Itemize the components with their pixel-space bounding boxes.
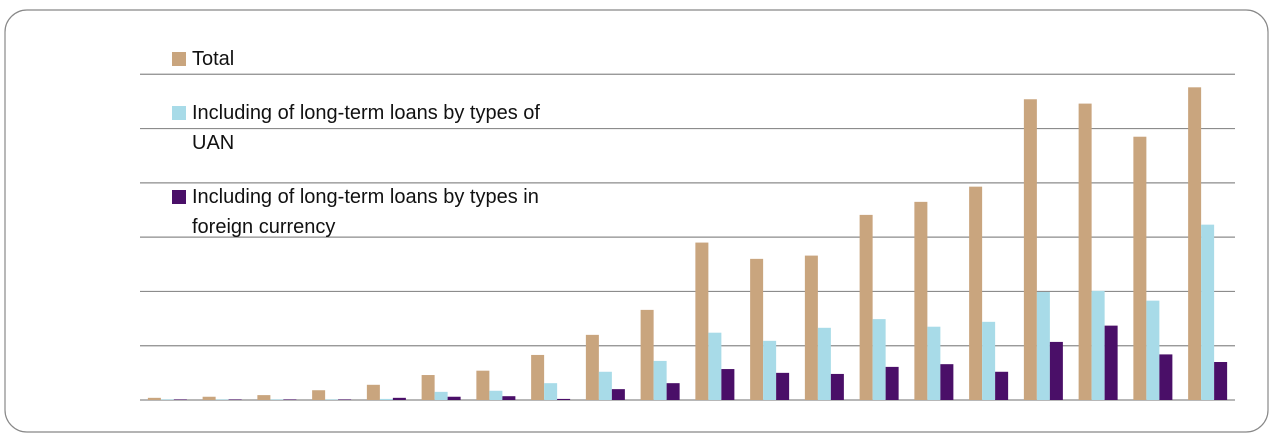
bar — [1104, 325, 1118, 400]
legend-label: Total — [192, 48, 235, 70]
bar — [995, 371, 1009, 400]
bar — [1159, 354, 1173, 400]
bar — [776, 372, 790, 400]
bar — [447, 396, 461, 400]
bar — [489, 390, 503, 400]
bar — [721, 369, 735, 400]
bar — [885, 366, 899, 400]
bar — [830, 373, 844, 400]
bar — [202, 396, 216, 400]
legend-label: Including of long-term loans by types of… — [192, 102, 540, 154]
bar — [325, 399, 339, 400]
bar — [1023, 99, 1037, 400]
bar — [502, 396, 516, 400]
bar — [598, 371, 612, 400]
bar — [708, 332, 722, 400]
bar — [476, 370, 490, 400]
bar — [872, 319, 886, 400]
bar — [640, 309, 654, 400]
bar — [366, 384, 380, 400]
bar — [1091, 290, 1105, 400]
bar — [312, 390, 326, 400]
legend: Total Including of long-term loans by typ… — [172, 44, 552, 266]
bar — [1078, 103, 1092, 400]
legend-swatch — [172, 52, 186, 66]
bar — [173, 399, 187, 400]
bar — [611, 389, 625, 400]
legend-entry: Including of long-term loans by types of… — [172, 98, 552, 158]
bar — [338, 399, 352, 400]
bar — [653, 360, 667, 400]
bar — [969, 186, 983, 400]
bar — [940, 364, 954, 400]
bar — [1201, 224, 1215, 400]
bar — [982, 321, 996, 400]
bar — [379, 398, 393, 400]
bar — [544, 383, 558, 400]
bar — [257, 395, 271, 400]
bar — [160, 399, 174, 400]
bar — [750, 258, 764, 400]
bar — [804, 255, 818, 400]
legend-label: Including of long-term loans by types in… — [192, 186, 539, 238]
bar — [1146, 300, 1160, 400]
bar — [763, 340, 777, 400]
bar — [1049, 341, 1063, 400]
bar — [270, 399, 284, 400]
bar — [283, 399, 297, 400]
bar — [1214, 362, 1228, 400]
bar — [927, 326, 941, 400]
bar — [228, 399, 242, 400]
bar — [817, 327, 831, 400]
bar — [914, 201, 928, 400]
bar — [557, 398, 571, 400]
bar — [1036, 291, 1050, 400]
legend-swatch — [172, 106, 186, 120]
bar — [147, 397, 161, 400]
legend-entry: Total — [172, 44, 552, 74]
chart-frame — [4, 9, 1269, 433]
bar — [666, 383, 680, 400]
bar — [392, 397, 406, 400]
bar — [531, 354, 545, 400]
bar — [215, 399, 229, 400]
bar — [585, 334, 599, 400]
bar — [859, 214, 873, 400]
bar — [434, 391, 448, 400]
legend-entry: Including of long-term loans by types in… — [172, 182, 552, 242]
bar — [1188, 87, 1202, 401]
legend-swatch — [172, 190, 186, 204]
bar — [421, 375, 435, 400]
bar — [695, 242, 709, 400]
bar — [1133, 136, 1147, 400]
